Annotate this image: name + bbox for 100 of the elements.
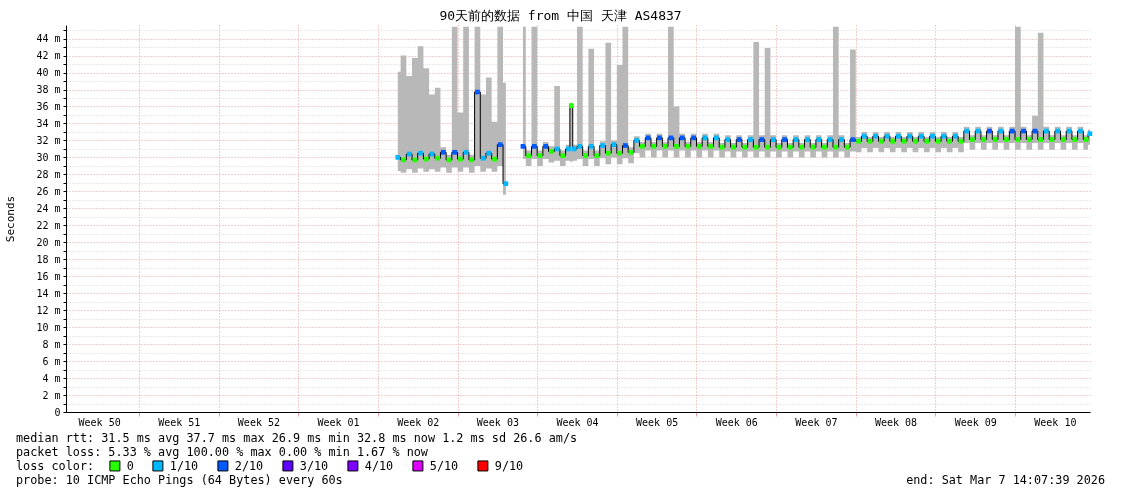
point — [1061, 137, 1066, 142]
point — [873, 133, 879, 139]
point — [452, 149, 458, 155]
point — [1043, 128, 1049, 134]
point — [583, 153, 588, 159]
point — [981, 137, 987, 142]
point — [611, 142, 617, 148]
x-tick-label: Week 05 — [636, 416, 679, 428]
point — [1087, 131, 1093, 136]
point — [560, 153, 566, 159]
x-tick-label: Week 06 — [715, 416, 758, 428]
point — [657, 135, 662, 141]
y-tick-label: 26 m — [36, 185, 61, 197]
point — [952, 133, 958, 139]
legend-label: 9/10 — [494, 458, 524, 473]
point — [674, 144, 679, 149]
y-tick-label: 2 m — [42, 389, 61, 401]
point — [1004, 137, 1009, 142]
point — [998, 128, 1004, 134]
point — [679, 135, 685, 141]
point — [725, 137, 731, 142]
y-tick-label: 12 m — [36, 304, 61, 316]
y-tick-label: 6 m — [42, 355, 61, 367]
point — [935, 138, 941, 144]
point — [605, 150, 611, 156]
point — [879, 138, 884, 144]
point — [753, 144, 759, 150]
point — [731, 144, 736, 150]
y-tick-label: 14 m — [36, 287, 61, 299]
y-tick-label: 40 m — [36, 67, 61, 79]
x-tick-label: Week 01 — [317, 416, 360, 428]
point — [1049, 137, 1055, 142]
point — [799, 144, 805, 150]
point — [469, 157, 475, 163]
point — [907, 133, 913, 139]
point — [793, 137, 799, 142]
point — [568, 103, 574, 108]
point — [566, 146, 571, 152]
y-tick-label: 28 m — [36, 168, 61, 180]
point — [418, 150, 423, 156]
point — [759, 137, 765, 142]
point — [435, 155, 440, 161]
point — [458, 156, 463, 162]
point — [816, 137, 822, 142]
point — [884, 133, 890, 139]
point — [958, 138, 964, 144]
y-axis-title: Seconds — [3, 195, 17, 243]
point — [918, 133, 924, 139]
point — [440, 149, 446, 155]
point — [787, 144, 793, 150]
point — [651, 144, 657, 149]
point — [930, 133, 935, 139]
point — [395, 155, 401, 160]
point — [839, 137, 844, 142]
point — [1026, 137, 1032, 142]
point — [850, 137, 856, 142]
legend-title: loss color: — [16, 459, 95, 473]
point — [736, 137, 742, 142]
point — [640, 144, 645, 149]
point — [810, 144, 816, 150]
point — [924, 138, 930, 144]
point — [492, 156, 497, 162]
x-tick-label: Week 02 — [397, 416, 440, 428]
point — [714, 135, 719, 141]
point — [594, 153, 600, 159]
y-tick-label: 0 — [54, 406, 61, 418]
point — [401, 157, 406, 163]
point — [691, 135, 696, 141]
y-tick-label: 42 m — [36, 50, 61, 62]
x-tick-label: Week 10 — [1034, 416, 1077, 428]
point — [992, 137, 998, 142]
point — [696, 144, 702, 149]
y-tick-label: 10 m — [36, 321, 61, 333]
point — [776, 144, 782, 150]
point — [770, 137, 776, 142]
x-tick-label: Week 09 — [954, 416, 997, 428]
text: packet loss: 5.33 % avg 100.00 % max 0.00 % min 1.67 % now — [16, 445, 429, 459]
point — [987, 128, 992, 134]
point — [423, 156, 429, 162]
point — [913, 138, 918, 144]
point — [1015, 137, 1021, 142]
point — [901, 138, 907, 144]
x-tick-label: Week 08 — [875, 416, 918, 428]
legend-label: 0 — [126, 458, 134, 473]
point — [1083, 137, 1089, 142]
point — [600, 143, 605, 148]
legend-label: 4/10 — [364, 458, 394, 473]
point — [520, 144, 526, 149]
point — [1038, 137, 1043, 142]
point — [628, 149, 634, 155]
point — [577, 144, 583, 149]
point — [531, 144, 537, 149]
y-tick-label: 16 m — [36, 270, 61, 282]
point — [822, 144, 827, 150]
legend-label: 1/10 — [169, 458, 199, 473]
point — [503, 181, 509, 187]
point — [708, 144, 714, 149]
legend-label: 5/10 — [429, 458, 459, 473]
x-tick-label: Week 04 — [556, 416, 599, 428]
point — [1055, 128, 1061, 134]
